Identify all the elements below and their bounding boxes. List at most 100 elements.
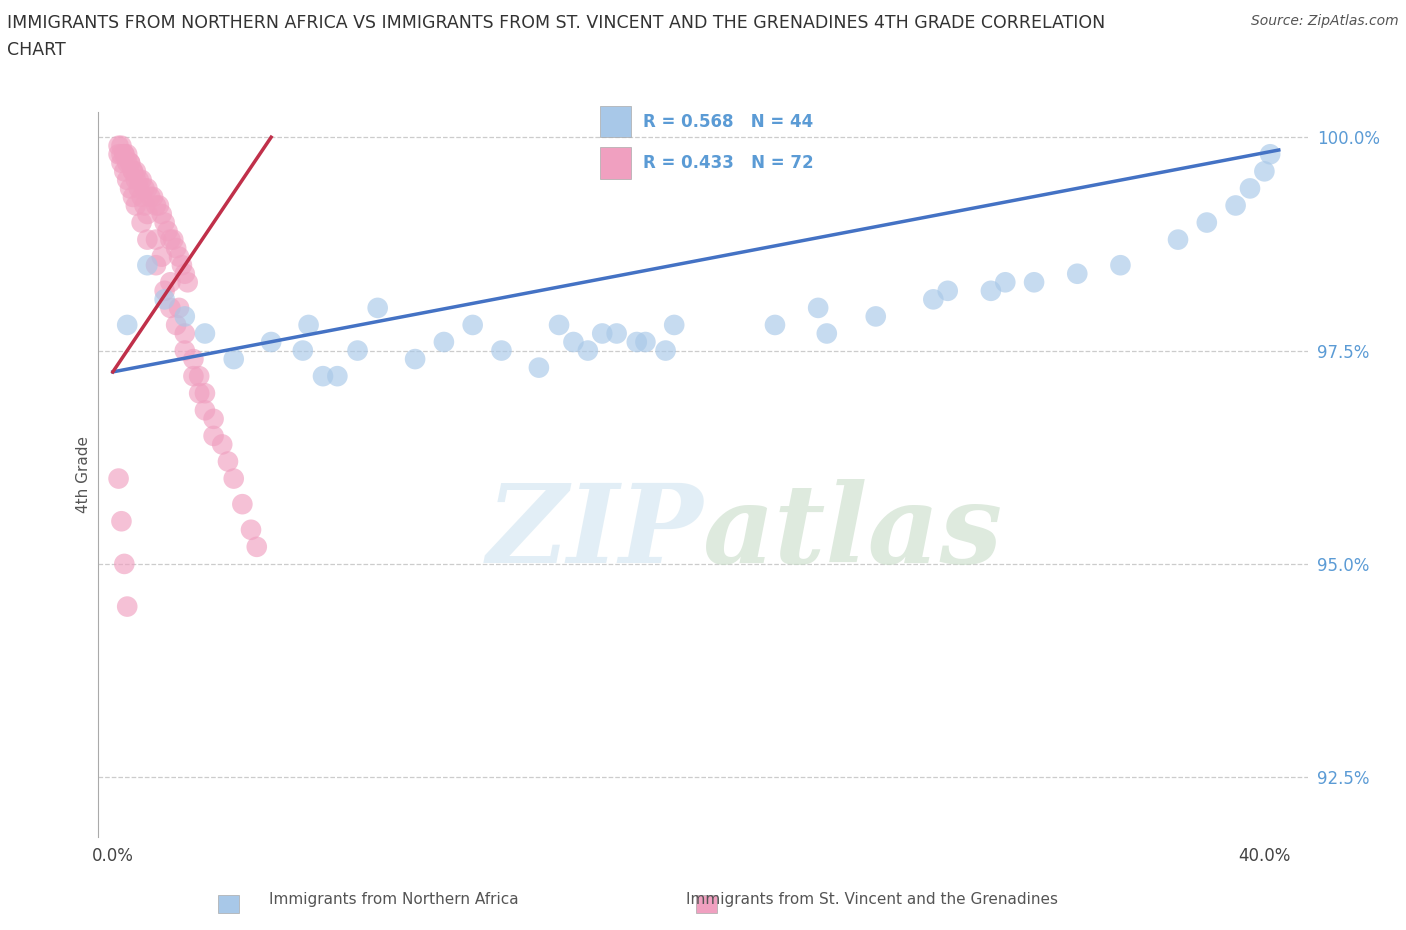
Point xyxy=(110,139,132,153)
Point xyxy=(165,241,187,256)
Point xyxy=(120,155,142,170)
Point xyxy=(120,181,142,196)
FancyBboxPatch shape xyxy=(600,147,631,179)
Point xyxy=(994,275,1017,290)
Point xyxy=(136,232,159,247)
Point xyxy=(145,232,167,247)
Point xyxy=(1195,215,1218,230)
Point xyxy=(222,352,245,366)
Text: CHART: CHART xyxy=(7,41,66,59)
Text: Immigrants from St. Vincent and the Grenadines: Immigrants from St. Vincent and the Gren… xyxy=(686,892,1057,907)
Text: R = 0.568   N = 44: R = 0.568 N = 44 xyxy=(643,113,813,130)
Point xyxy=(936,284,959,299)
Text: Immigrants from Northern Africa: Immigrants from Northern Africa xyxy=(269,892,519,907)
Point xyxy=(120,155,142,170)
Point xyxy=(122,164,145,179)
Point xyxy=(122,190,145,205)
Point xyxy=(145,258,167,272)
Point xyxy=(211,437,233,452)
Point xyxy=(128,172,150,187)
Point xyxy=(115,599,138,614)
Point xyxy=(153,292,176,307)
Point xyxy=(654,343,676,358)
Point xyxy=(404,352,426,366)
Point xyxy=(115,317,138,332)
Point xyxy=(626,335,648,350)
Point xyxy=(562,335,585,350)
Point xyxy=(1167,232,1189,247)
Point xyxy=(240,523,263,538)
Point xyxy=(922,292,945,307)
Text: R = 0.433   N = 72: R = 0.433 N = 72 xyxy=(643,154,814,172)
Point xyxy=(807,300,830,315)
Text: Source: ZipAtlas.com: Source: ZipAtlas.com xyxy=(1251,14,1399,28)
Point xyxy=(491,343,513,358)
Point xyxy=(112,147,135,162)
Point xyxy=(131,215,153,230)
Point xyxy=(548,317,571,332)
Point xyxy=(107,139,129,153)
Point xyxy=(591,326,613,341)
Point xyxy=(167,249,190,264)
Point xyxy=(173,343,195,358)
Point xyxy=(153,284,176,299)
Point xyxy=(634,335,657,350)
Point xyxy=(1258,147,1281,162)
Point xyxy=(1253,164,1275,179)
Point xyxy=(346,343,368,358)
Point xyxy=(173,326,195,341)
Point xyxy=(142,190,165,205)
Point xyxy=(159,275,181,290)
Point xyxy=(246,539,269,554)
Point xyxy=(136,258,159,272)
Point xyxy=(170,258,193,272)
Point xyxy=(815,326,838,341)
Point xyxy=(134,198,156,213)
Point xyxy=(107,147,129,162)
Point xyxy=(176,275,198,290)
Point xyxy=(312,368,335,383)
Point xyxy=(260,335,283,350)
Point xyxy=(128,181,150,196)
Text: IMMIGRANTS FROM NORTHERN AFRICA VS IMMIGRANTS FROM ST. VINCENT AND THE GRENADINE: IMMIGRANTS FROM NORTHERN AFRICA VS IMMIG… xyxy=(7,14,1105,32)
Point xyxy=(173,309,195,324)
Point xyxy=(763,317,786,332)
Point xyxy=(134,181,156,196)
Point xyxy=(1225,198,1247,213)
Point xyxy=(110,155,132,170)
Point xyxy=(125,172,148,187)
Point xyxy=(131,190,153,205)
Point xyxy=(291,343,314,358)
Point xyxy=(433,335,456,350)
Point xyxy=(125,198,148,213)
Point xyxy=(527,360,550,375)
Point xyxy=(153,215,176,230)
Point xyxy=(576,343,599,358)
Point xyxy=(1022,275,1045,290)
Point xyxy=(367,300,389,315)
Point xyxy=(461,317,484,332)
Point xyxy=(110,513,132,528)
Point xyxy=(326,368,349,383)
Point xyxy=(145,198,167,213)
Point xyxy=(159,300,181,315)
Point xyxy=(112,147,135,162)
Point xyxy=(183,352,205,366)
Point xyxy=(606,326,628,341)
Point xyxy=(188,368,211,383)
Point xyxy=(1109,258,1132,272)
Point xyxy=(150,206,173,221)
Point xyxy=(297,317,319,332)
Point xyxy=(194,403,217,418)
Point xyxy=(115,155,138,170)
Point xyxy=(222,472,245,486)
Text: atlas: atlas xyxy=(703,479,1004,586)
Point xyxy=(107,472,129,486)
Point xyxy=(202,411,225,426)
Point xyxy=(148,198,170,213)
Point xyxy=(202,429,225,444)
Point xyxy=(136,181,159,196)
Point xyxy=(1239,181,1261,196)
Point xyxy=(162,232,184,247)
Point xyxy=(136,206,159,221)
